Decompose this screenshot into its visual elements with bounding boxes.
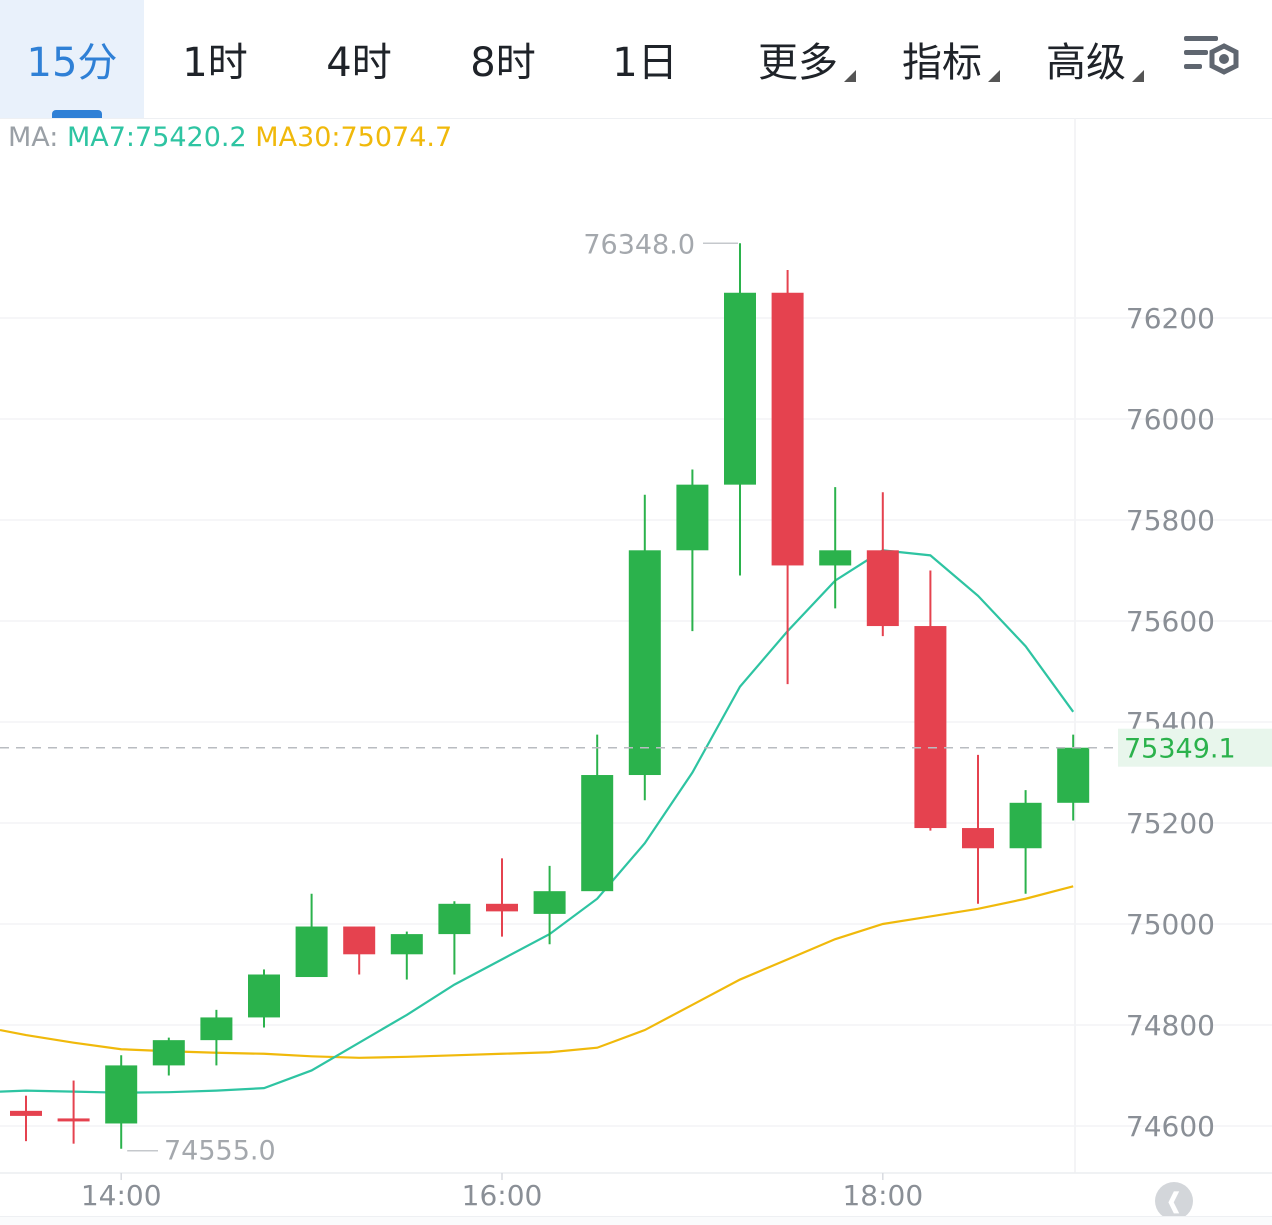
candle [438,901,471,975]
x-tick-label: 18:00 [842,1179,923,1212]
candle [152,1037,185,1076]
high-price-label: 76348.0 [583,229,695,260]
tab-label: 8时 [470,40,536,86]
y-tick-label: 75800 [1126,504,1215,537]
tab-15min[interactable]: 15分 [0,0,144,118]
last-price-label: 75349.1 [1124,734,1236,765]
candle [10,1095,42,1142]
candle-body [248,974,280,1018]
ma7-line [0,549,1075,1094]
candle-body [152,1040,185,1066]
candlestick-chart[interactable]: 7620076000758007560075400752007500074800… [0,118,1272,1216]
ma7-polyline [0,549,1075,1094]
candle-body [343,926,376,955]
y-tick-label: 74600 [1126,1110,1215,1143]
candle [724,243,756,576]
candle-body [10,1110,42,1116]
last-price-tag [1118,728,1272,767]
y-tick-label: 75600 [1126,605,1215,638]
dropdown-triangle-icon [988,70,1000,82]
candle [962,754,994,904]
x-tick-label: 14:00 [81,1179,162,1212]
tab-label: 高级 [1046,40,1126,86]
candle-body [866,550,899,627]
candle-body [819,550,852,566]
candle [628,494,661,801]
volume-panel-edge [0,1216,1272,1225]
candle-body [628,550,661,776]
candle [819,487,852,609]
candle-body [771,292,804,566]
candle-body [676,484,709,551]
tab-label: 指标 [902,40,982,86]
candle [295,893,328,978]
y-axis: 7620076000758007560075400752007500074800… [1126,302,1215,1143]
tab-1d[interactable]: 1日 [590,0,700,118]
candle [200,1009,233,1066]
y-tick-label: 75000 [1126,908,1215,941]
candle-body [390,934,423,955]
candle [914,570,947,831]
candle-body [200,1017,233,1041]
candle-body [295,926,328,978]
candle [1057,734,1090,821]
tab-4h[interactable]: 4时 [304,0,414,118]
dropdown-triangle-icon [1132,70,1144,82]
candle [57,1080,90,1144]
candle-body [105,1065,138,1124]
candle-body [914,626,947,829]
candle [866,492,899,637]
tab-8h[interactable]: 8时 [448,0,558,118]
candles [10,243,1090,1149]
candle [581,734,614,892]
candle [105,1055,138,1149]
tab-more[interactable]: 更多 [738,0,858,118]
candle [248,969,280,1028]
y-tick-label: 76200 [1126,302,1215,335]
y-tick-label: 76000 [1126,403,1215,436]
ma30-value: MA30:75074.7 [255,122,453,153]
candle [1009,790,1042,894]
tab-label: 15分 [26,40,118,86]
annotations: 76348.0 74555.0 75349.1 [0,229,1272,1167]
candle-body [1057,747,1090,803]
active-tab-indicator [52,110,102,118]
candle-body [1009,802,1042,849]
tab-indicators[interactable]: 指标 [882,0,1002,118]
candle [771,270,804,685]
candle [343,926,376,975]
tab-label: 1日 [612,40,678,86]
tab-advanced[interactable]: 高级 [1026,0,1146,118]
candle-body [57,1118,90,1122]
candle-body [962,828,994,849]
chart-settings-icon[interactable] [1180,30,1244,86]
y-tick-label: 75200 [1126,807,1215,840]
candle-body [533,891,566,914]
candle-body [724,292,756,485]
candle-body [438,903,471,935]
low-price-label: 74555.0 [164,1136,276,1167]
ma-legend-label: MA: [8,122,59,153]
dropdown-triangle-icon [844,70,856,82]
candle [486,858,518,937]
tab-label: 4时 [326,40,392,86]
timeframe-bar: 15分 1时 4时 8时 1日 更多 指标 高级 [0,0,1272,119]
candle [533,865,566,945]
candle-body [486,903,518,912]
x-tick-label: 16:00 [462,1179,543,1212]
tab-label: 1时 [182,40,248,86]
candle [390,931,423,980]
tab-1h[interactable]: 1时 [160,0,270,118]
collapse-icon[interactable]: ❰ [1155,1182,1193,1220]
tab-label: 更多 [758,40,838,86]
x-axis: 14:00 16:00 18:00 [81,1173,923,1212]
ma7-value: MA7:75420.2 [66,122,247,153]
ma-legend: MA: MA7:75420.2 MA30:75074.7 [8,122,452,153]
candle [676,469,709,632]
candle-body [581,775,614,892]
y-tick-label: 74800 [1126,1009,1215,1042]
